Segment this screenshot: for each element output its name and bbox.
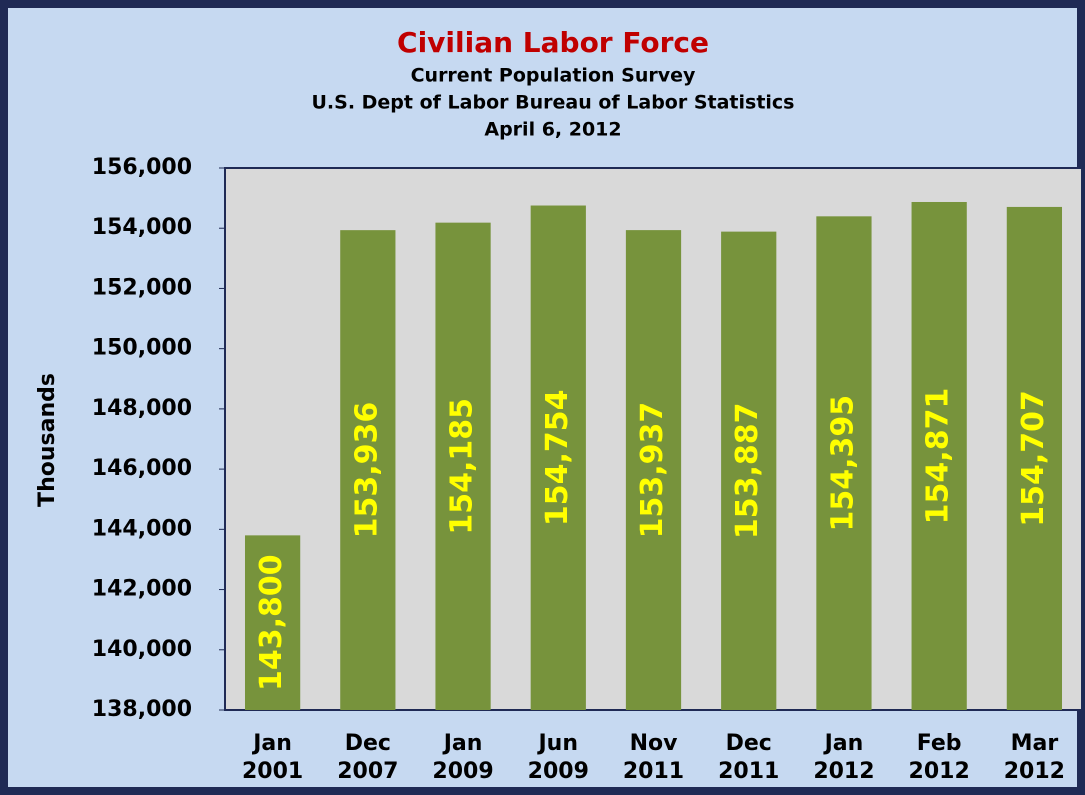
y-tick-label: 146,000 [92, 456, 192, 481]
y-tick-label: 156,000 [92, 155, 192, 180]
data-label: 153,937 [635, 402, 670, 539]
y-tick-label: 142,000 [92, 577, 192, 602]
y-tick-label: 148,000 [92, 396, 192, 421]
x-tick-label: Jan 2001 [241, 731, 304, 784]
x-tick-label: Jan 2009 [432, 731, 494, 784]
y-tick-label: 138,000 [92, 697, 192, 722]
bar [911, 201, 967, 711]
data-label: 153,936 [349, 402, 384, 539]
chart-subtitle: April 6, 2012 [484, 119, 621, 141]
bar [435, 222, 491, 710]
y-tick-label: 140,000 [92, 637, 192, 662]
bar [340, 230, 396, 710]
y-tick-label: 152,000 [92, 275, 192, 300]
bar [530, 205, 586, 711]
bar [816, 216, 872, 710]
bar [1006, 206, 1063, 711]
bar [625, 230, 682, 711]
data-label: 143,800 [254, 554, 289, 691]
x-tick-label: Jun 2009 [527, 731, 589, 784]
y-axis-title: Thousands [35, 373, 60, 507]
data-label: 153,887 [730, 402, 765, 539]
x-tick-label: Feb 2012 [908, 731, 970, 784]
data-label: 154,185 [445, 398, 480, 535]
bar [721, 231, 777, 711]
data-label: 154,395 [825, 395, 860, 532]
x-tick-label: Mar 2012 [1003, 731, 1065, 784]
data-label: 154,754 [540, 389, 575, 526]
x-tick-label: Jan 2012 [813, 731, 875, 784]
chart-subtitle: U.S. Dept of Labor Bureau of Labor Stati… [311, 92, 794, 114]
chart-title: Civilian Labor Force [397, 26, 709, 59]
y-tick-label: 144,000 [92, 516, 192, 541]
data-label: 154,707 [1016, 390, 1051, 527]
chart-subtitle: Current Population Survey [411, 65, 696, 87]
bar [244, 535, 301, 710]
data-label: 154,871 [921, 388, 956, 525]
x-tick-label: Nov 2011 [622, 731, 685, 784]
x-tick-label: Dec 2011 [718, 731, 780, 784]
y-tick-label: 154,000 [92, 215, 192, 240]
x-tick-label: Dec 2007 [337, 731, 399, 784]
y-tick-label: 150,000 [92, 336, 192, 361]
